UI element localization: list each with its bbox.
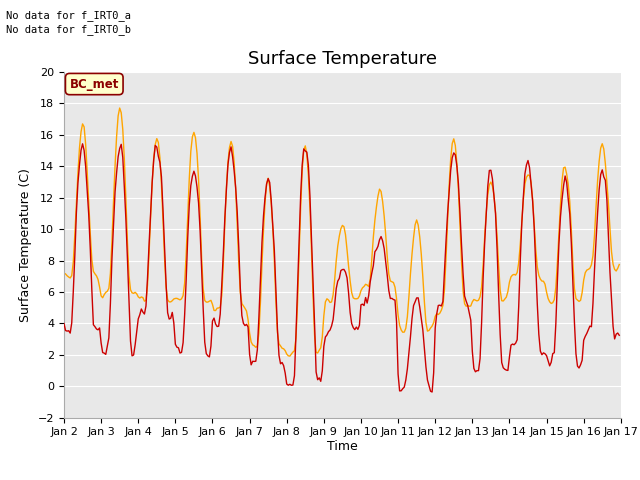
Text: No data for f_IRT0_a
No data for f_IRT0_b: No data for f_IRT0_a No data for f_IRT0_… (6, 10, 131, 35)
X-axis label: Time: Time (327, 440, 358, 453)
Y-axis label: Surface Temperature (C): Surface Temperature (C) (19, 168, 32, 322)
Legend: Tower, Arable: Tower, Arable (248, 476, 436, 480)
Text: BC_met: BC_met (70, 78, 119, 91)
Title: Surface Temperature: Surface Temperature (248, 49, 437, 68)
